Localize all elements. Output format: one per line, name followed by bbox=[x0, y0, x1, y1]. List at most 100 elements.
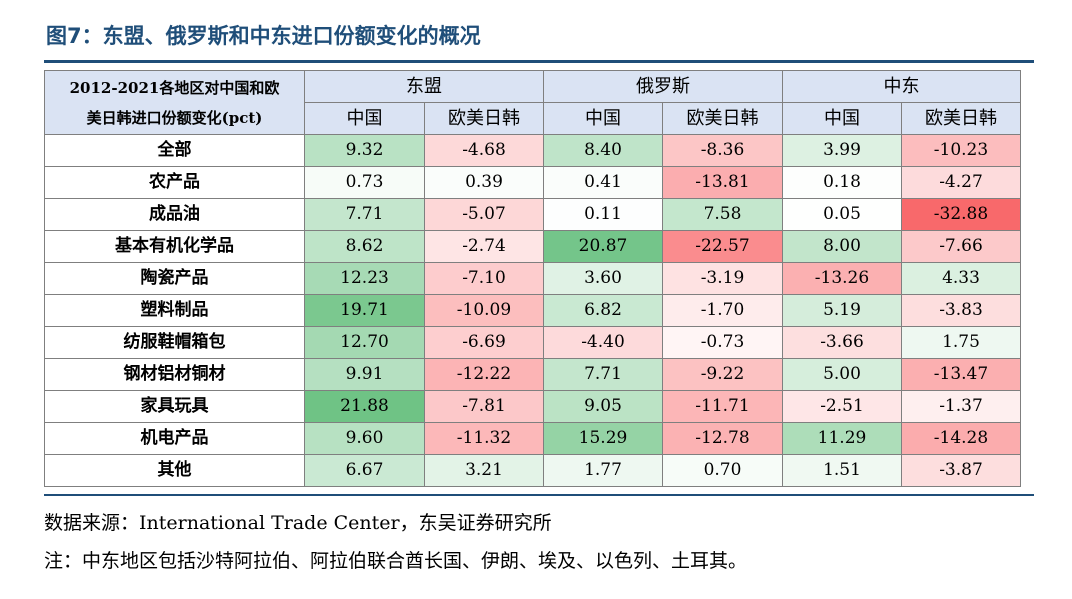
value-cell: 0.41 bbox=[543, 166, 663, 199]
value-cell: -6.69 bbox=[424, 326, 544, 359]
value-cell: 8.40 bbox=[543, 134, 663, 167]
value-cell: -10.09 bbox=[424, 294, 544, 327]
table-row: 家具玩具 21.88 -7.81 9.05 -11.71 -2.51 -1.37 bbox=[44, 390, 1021, 423]
region-header-asean: 东盟 bbox=[304, 70, 544, 103]
row-label: 全部 bbox=[44, 134, 305, 167]
source-note: 数据来源：International Trade Center，东吴证券研究所 bbox=[44, 512, 552, 534]
value-cell: 4.33 bbox=[901, 262, 1021, 295]
region-header-middle-east: 中东 bbox=[782, 70, 1021, 103]
value-cell: 9.60 bbox=[304, 422, 425, 455]
value-cell: -22.57 bbox=[662, 230, 783, 263]
value-cell: -7.66 bbox=[901, 230, 1021, 263]
value-cell: -13.81 bbox=[662, 166, 783, 199]
value-cell: -2.51 bbox=[782, 390, 902, 423]
value-cell: 0.05 bbox=[782, 198, 902, 231]
value-cell: 0.39 bbox=[424, 166, 544, 199]
value-cell: -7.10 bbox=[424, 262, 544, 295]
value-cell: 0.73 bbox=[304, 166, 425, 199]
row-label: 陶瓷产品 bbox=[44, 262, 305, 295]
value-cell: 21.88 bbox=[304, 390, 425, 423]
value-cell: 5.00 bbox=[782, 358, 902, 391]
table-row: 成品油 7.71 -5.07 0.11 7.58 0.05 -32.88 bbox=[44, 198, 1021, 231]
value-cell: 9.05 bbox=[543, 390, 663, 423]
figure-title: 图7：东盟、俄罗斯和中东进口份额变化的概况 bbox=[46, 24, 481, 48]
value-cell: 12.70 bbox=[304, 326, 425, 359]
value-cell: 7.71 bbox=[543, 358, 663, 391]
value-cell: -0.73 bbox=[662, 326, 783, 359]
row-label: 基本有机化学品 bbox=[44, 230, 305, 263]
table-bottom-rule bbox=[44, 494, 1034, 496]
value-cell: 8.62 bbox=[304, 230, 425, 263]
value-cell: 19.71 bbox=[304, 294, 425, 327]
value-cell: 5.19 bbox=[782, 294, 902, 327]
table-row: 机电产品 9.60 -11.32 15.29 -12.78 11.29 -14.28 bbox=[44, 422, 1021, 455]
value-cell: 15.29 bbox=[543, 422, 663, 455]
row-label: 家具玩具 bbox=[44, 390, 305, 423]
value-cell: 3.21 bbox=[424, 454, 544, 487]
value-cell: 0.18 bbox=[782, 166, 902, 199]
value-cell: -13.47 bbox=[901, 358, 1021, 391]
row-label: 其他 bbox=[44, 454, 305, 487]
value-cell: -3.83 bbox=[901, 294, 1021, 327]
value-cell: 3.99 bbox=[782, 134, 902, 167]
value-cell: -3.19 bbox=[662, 262, 783, 295]
value-cell: -11.71 bbox=[662, 390, 783, 423]
subheader-china: 中国 bbox=[782, 102, 902, 135]
value-cell: -12.78 bbox=[662, 422, 783, 455]
table-row: 其他 6.67 3.21 1.77 0.70 1.51 -3.87 bbox=[44, 454, 1021, 487]
value-cell: 3.60 bbox=[543, 262, 663, 295]
value-cell: -3.66 bbox=[782, 326, 902, 359]
table-row: 全部 9.32 -4.68 8.40 -8.36 3.99 -10.23 bbox=[44, 134, 1021, 167]
table-row: 钢材铝材铜材 9.91 -12.22 7.71 -9.22 5.00 -13.47 bbox=[44, 358, 1021, 391]
subheader-china: 中国 bbox=[543, 102, 663, 135]
value-cell: 1.75 bbox=[901, 326, 1021, 359]
title-rule bbox=[44, 60, 1034, 63]
table-row: 基本有机化学品 8.62 -2.74 20.87 -22.57 8.00 -7.66 bbox=[44, 230, 1021, 263]
row-label: 塑料制品 bbox=[44, 294, 305, 327]
value-cell: -12.22 bbox=[424, 358, 544, 391]
value-cell: 6.67 bbox=[304, 454, 425, 487]
value-cell: 11.29 bbox=[782, 422, 902, 455]
value-cell: 1.77 bbox=[543, 454, 663, 487]
import-share-table: 2012-2021各地区对中国和欧 美日韩进口份额变化(pct) 东盟 俄罗斯 … bbox=[44, 70, 1021, 487]
value-cell: -3.87 bbox=[901, 454, 1021, 487]
table-row: 农产品 0.73 0.39 0.41 -13.81 0.18 -4.27 bbox=[44, 166, 1021, 199]
table-row: 塑料制品 19.71 -10.09 6.82 -1.70 5.19 -3.83 bbox=[44, 294, 1021, 327]
row-label: 钢材铝材铜材 bbox=[44, 358, 305, 391]
value-cell: -9.22 bbox=[662, 358, 783, 391]
value-cell: -5.07 bbox=[424, 198, 544, 231]
value-cell: 20.87 bbox=[543, 230, 663, 263]
value-cell: 7.71 bbox=[304, 198, 425, 231]
value-cell: -7.81 bbox=[424, 390, 544, 423]
row-label: 成品油 bbox=[44, 198, 305, 231]
value-cell: -8.36 bbox=[662, 134, 783, 167]
value-cell: -14.28 bbox=[901, 422, 1021, 455]
value-cell: 0.11 bbox=[543, 198, 663, 231]
value-cell: 7.58 bbox=[662, 198, 783, 231]
value-cell: 0.70 bbox=[662, 454, 783, 487]
value-cell: -1.37 bbox=[901, 390, 1021, 423]
value-cell: -13.26 bbox=[782, 262, 902, 295]
table-row: 陶瓷产品 12.23 -7.10 3.60 -3.19 -13.26 4.33 bbox=[44, 262, 1021, 295]
value-cell: -1.70 bbox=[662, 294, 783, 327]
value-cell: -32.88 bbox=[901, 198, 1021, 231]
row-label: 机电产品 bbox=[44, 422, 305, 455]
subheader-west: 欧美日韩 bbox=[662, 102, 783, 135]
corner-label-line1: 2012-2021各地区对中国和欧 bbox=[69, 78, 280, 97]
value-cell: 1.51 bbox=[782, 454, 902, 487]
subheader-west: 欧美日韩 bbox=[901, 102, 1021, 135]
value-cell: 9.91 bbox=[304, 358, 425, 391]
value-cell: 6.82 bbox=[543, 294, 663, 327]
value-cell: -4.40 bbox=[543, 326, 663, 359]
row-label: 纺服鞋帽箱包 bbox=[44, 326, 305, 359]
row-label: 农产品 bbox=[44, 166, 305, 199]
footnote: 注：中东地区包括沙特阿拉伯、阿拉伯联合酋长国、伊朗、埃及、以色列、土耳其。 bbox=[44, 550, 748, 572]
value-cell: 8.00 bbox=[782, 230, 902, 263]
value-cell: -4.27 bbox=[901, 166, 1021, 199]
region-header-russia: 俄罗斯 bbox=[543, 70, 783, 103]
value-cell: -11.32 bbox=[424, 422, 544, 455]
subheader-china: 中国 bbox=[304, 102, 425, 135]
corner-header: 2012-2021各地区对中国和欧 美日韩进口份额变化(pct) bbox=[44, 70, 305, 135]
value-cell: -10.23 bbox=[901, 134, 1021, 167]
value-cell: -2.74 bbox=[424, 230, 544, 263]
